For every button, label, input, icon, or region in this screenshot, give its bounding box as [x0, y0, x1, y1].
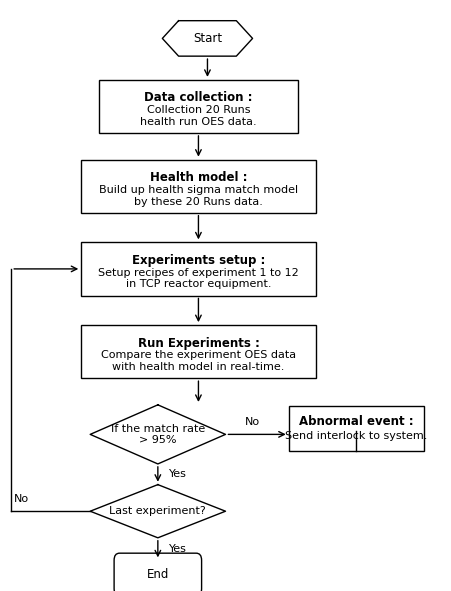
Text: Yes: Yes: [169, 544, 187, 554]
Text: If the match rate
> 95%: If the match rate > 95%: [111, 424, 205, 445]
FancyBboxPatch shape: [114, 553, 202, 591]
Text: Data collection :: Data collection :: [144, 92, 253, 105]
Text: Last experiment?: Last experiment?: [110, 506, 206, 516]
Text: Abnormal event :: Abnormal event :: [299, 415, 414, 428]
Text: No: No: [14, 494, 29, 504]
Text: Run Experiments :: Run Experiments :: [138, 337, 259, 350]
Text: No: No: [245, 417, 260, 427]
Bar: [81, 325, 316, 378]
Text: Collection 20 Runs
health run OES data.: Collection 20 Runs health run OES data.: [140, 105, 257, 126]
Text: End: End: [147, 568, 169, 581]
Polygon shape: [90, 485, 226, 538]
Text: Yes: Yes: [169, 469, 187, 479]
Bar: [81, 160, 316, 213]
Bar: [289, 407, 424, 450]
Text: Start: Start: [193, 32, 222, 45]
Polygon shape: [90, 405, 226, 464]
Text: Build up health sigma match model
by these 20 Runs data.: Build up health sigma match model by the…: [99, 185, 298, 206]
Text: Experiments setup :: Experiments setup :: [132, 254, 265, 267]
Text: Send interlock to system.: Send interlock to system.: [285, 431, 428, 441]
Bar: [81, 242, 316, 296]
Text: Compare the experiment OES data
with health model in real-time.: Compare the experiment OES data with hea…: [101, 350, 296, 372]
Text: Health model :: Health model :: [150, 171, 247, 184]
Bar: [99, 80, 298, 133]
Text: Setup recipes of experiment 1 to 12
in TCP reactor equipment.: Setup recipes of experiment 1 to 12 in T…: [98, 268, 299, 289]
